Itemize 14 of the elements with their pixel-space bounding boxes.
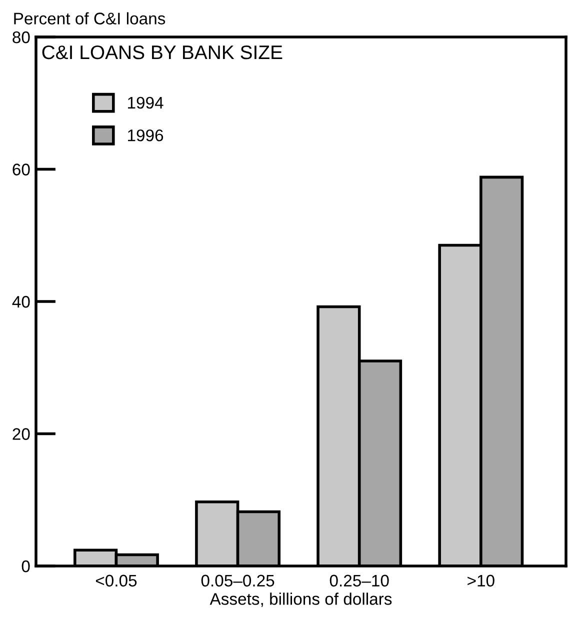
x-tick-label: 0.05–0.25 xyxy=(201,574,274,587)
chart-title: C&I LOANS BY BANK SIZE xyxy=(42,45,282,60)
legend-label: 1994 xyxy=(128,96,164,109)
x-tick-label: <0.05 xyxy=(96,574,137,587)
x-tick-label: 0.25–10 xyxy=(330,574,389,587)
y-tick-label: 0 xyxy=(22,560,30,572)
y-tick-label: 60 xyxy=(12,164,30,176)
y-tick-label: 40 xyxy=(12,296,30,308)
legend-label: 1996 xyxy=(128,129,164,142)
y-tick-label: 20 xyxy=(12,428,30,440)
y-axis-title: Percent of C&I loans xyxy=(14,12,166,24)
x-tick-label: >10 xyxy=(468,574,494,587)
x-axis-title: Assets, billions of dollars xyxy=(210,592,392,607)
y-tick-label: 80 xyxy=(12,31,30,44)
